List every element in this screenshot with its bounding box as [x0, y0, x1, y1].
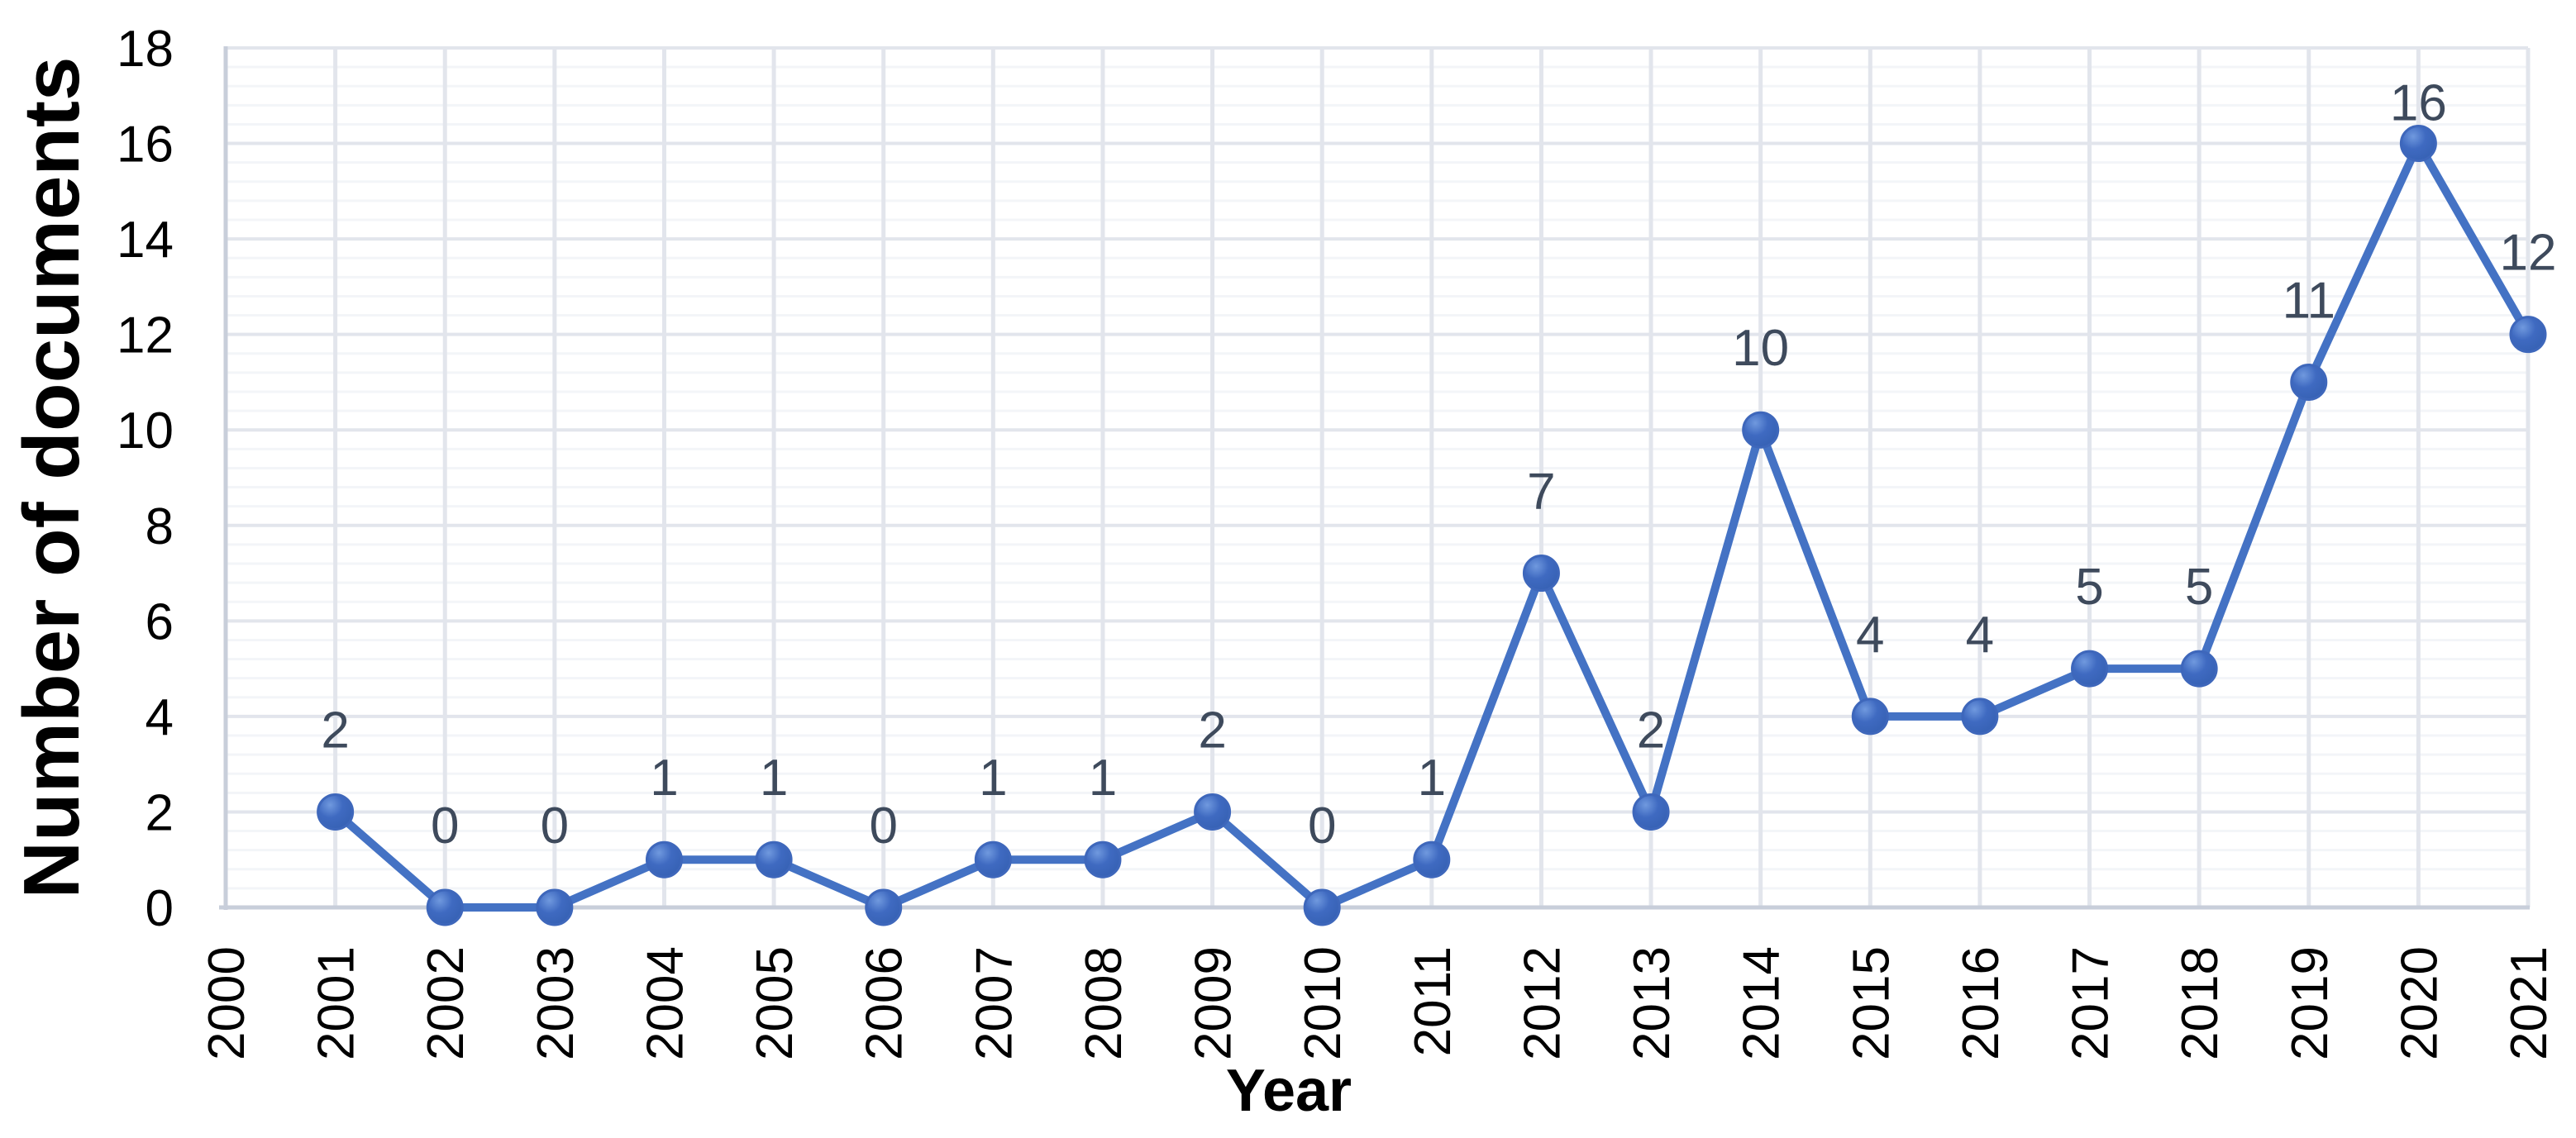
major-gridlines	[226, 46, 2528, 814]
y-tick-label: 16	[117, 117, 174, 174]
data-point-marker	[1522, 555, 1560, 593]
data-point-marker	[317, 793, 355, 831]
data-point-marker	[2180, 650, 2218, 688]
x-tick-label: 2007	[966, 946, 1023, 1060]
x-tick-label: 2012	[1514, 946, 1571, 1060]
data-point-label: 1	[1089, 750, 1117, 807]
y-axis-title: Number of documents	[7, 57, 96, 899]
y-tick-label: 4	[145, 689, 174, 746]
data-point-label: 1	[650, 750, 678, 807]
data-point-markers	[317, 125, 2547, 926]
x-tick-label: 2021	[2501, 946, 2558, 1060]
data-point-marker	[1632, 793, 1670, 831]
data-point-label: 7	[1527, 464, 1555, 521]
y-tick-label: 6	[145, 593, 174, 650]
data-point-marker	[536, 888, 574, 926]
data-point-marker	[2509, 316, 2547, 354]
x-tick-label: 2000	[198, 946, 255, 1060]
data-point-label: 2	[321, 702, 349, 759]
x-tick-label: 2020	[2391, 946, 2448, 1060]
data-point-marker	[1742, 411, 1780, 449]
data-point-marker	[865, 888, 903, 926]
x-tick-label: 2002	[417, 946, 475, 1060]
x-tick-label: 2014	[1734, 946, 1791, 1060]
data-point-label: 4	[1966, 607, 1994, 664]
x-tick-label: 2003	[527, 946, 584, 1060]
data-point-marker	[2290, 363, 2328, 401]
data-point-label: 4	[1856, 607, 1884, 664]
y-tick-label: 18	[117, 21, 174, 78]
data-point-label: 1	[760, 750, 788, 807]
x-tick-label: 2010	[1295, 946, 1352, 1060]
data-point-marker	[974, 840, 1012, 878]
x-tick-label: 2011	[1405, 946, 1462, 1056]
data-point-marker	[1413, 840, 1451, 878]
data-point-label: 5	[2075, 559, 2103, 616]
x-tick-label: 2006	[856, 946, 914, 1060]
data-point-marker	[1961, 698, 1999, 736]
data-point-marker	[755, 840, 793, 878]
data-point-label: 5	[2185, 559, 2213, 616]
data-point-label: 2	[1637, 702, 1665, 759]
data-point-label: 16	[2390, 75, 2447, 132]
y-tick-label: 2	[145, 784, 174, 841]
data-point-label: 11	[2283, 272, 2335, 329]
data-point-marker	[426, 888, 464, 926]
minor-gridlines	[226, 65, 2528, 890]
y-tick-label: 10	[117, 402, 174, 459]
x-tick-label: 2017	[2063, 946, 2120, 1060]
data-point-marker	[1084, 840, 1122, 878]
data-point-label: 12	[2500, 225, 2557, 282]
data-point-marker	[645, 840, 683, 878]
x-axis-title: Year	[1226, 1058, 1352, 1124]
x-tick-label: 2008	[1076, 946, 1133, 1060]
data-point-label: 0	[869, 798, 897, 855]
y-tick-label: 14	[117, 212, 174, 269]
x-tick-label: 2005	[747, 946, 804, 1060]
y-tick-label: 0	[145, 880, 174, 937]
x-tick-label: 2018	[2172, 946, 2229, 1060]
data-point-marker	[1303, 888, 1341, 926]
data-point-label: 0	[431, 798, 459, 855]
x-tick-label: 2013	[1624, 946, 1681, 1060]
x-tick-label: 2001	[308, 946, 365, 1060]
y-tick-label: 8	[145, 498, 174, 555]
data-point-label: 0	[1308, 798, 1336, 855]
data-point-label: 2	[1198, 702, 1226, 759]
y-axis-tick-labels: 0 2 4 6 8 10 12 14 16 18	[117, 21, 174, 937]
data-point-label: 10	[1732, 320, 1789, 377]
vertical-gridlines	[333, 48, 2531, 907]
x-tick-label: 2009	[1185, 946, 1243, 1060]
data-point-marker	[1851, 698, 1889, 736]
x-tick-label: 2019	[2282, 946, 2339, 1060]
data-point-label: 0	[541, 798, 569, 855]
data-point-marker	[2399, 125, 2437, 163]
data-point-marker	[2071, 650, 2109, 688]
y-tick-label: 12	[117, 307, 174, 364]
data-point-label: 1	[1418, 750, 1446, 807]
x-tick-label: 2016	[1953, 946, 2010, 1060]
data-point-label: 1	[979, 750, 1007, 807]
x-tick-label: 2004	[637, 946, 694, 1060]
axis-lines	[219, 46, 2530, 910]
data-point-marker	[1194, 793, 1232, 831]
x-tick-label: 2015	[1843, 946, 1900, 1060]
x-axis-tick-labels: 2000 2001 2002 2003 2004 2005 2006 2007 2008 2009…	[198, 946, 2558, 1060]
